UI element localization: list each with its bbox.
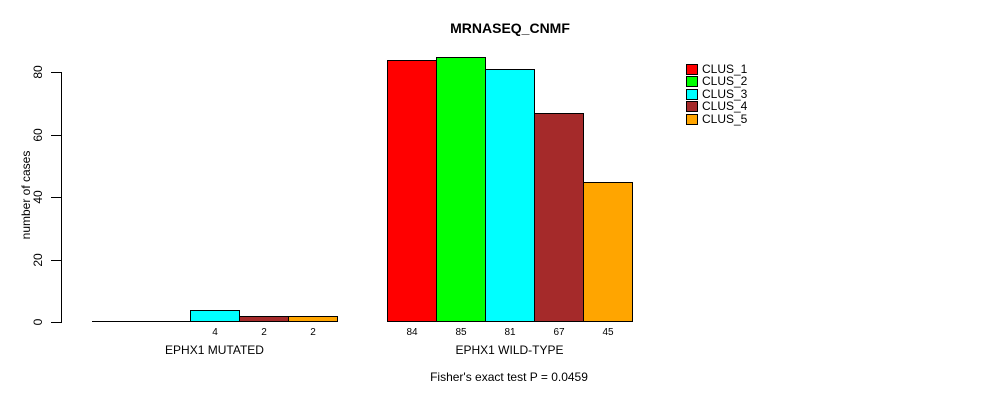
y-tick-mark: [51, 322, 61, 323]
bar-clus-4-ephx1-wild-type: [534, 113, 584, 322]
bar-clus-1-ephx1-mutated: [92, 321, 142, 322]
bar-value-label-clus-4-ephx1-wild-type: 67: [553, 327, 565, 338]
bar-clus-2-ephx1-wild-type: [436, 57, 486, 322]
group-label-ephx1-wild-type: EPHX1 WILD-TYPE: [455, 343, 564, 357]
legend-label-clus_2: CLUS_2: [702, 74, 748, 89]
y-tick-label: 40: [31, 190, 45, 204]
legend-swatch-clus_4: [686, 101, 698, 113]
y-axis-line: [61, 72, 62, 323]
bar-clus-1-ephx1-wild-type: [387, 60, 437, 322]
legend-item-clus_1: CLUS_1: [686, 63, 747, 76]
legend-item-clus_3: CLUS_3: [686, 88, 747, 101]
bar-clus-5-ephx1-wild-type: [583, 182, 633, 322]
legend-swatch-clus_3: [686, 88, 698, 100]
legend: CLUS_1 CLUS_2 CLUS_3 CLUS_4 CLUS_5: [686, 63, 747, 126]
legend-item-clus_5: CLUS_5: [686, 113, 747, 126]
bar-clus-3-ephx1-wild-type: [485, 69, 535, 322]
legend-label-clus_1: CLUS_1: [702, 61, 748, 76]
y-tick-label: 20: [31, 253, 45, 267]
bar-value-label-clus-2-ephx1-wild-type: 85: [455, 327, 467, 338]
bar-clus-3-ephx1-mutated: [190, 310, 240, 322]
legend-swatch-clus_5: [686, 113, 698, 125]
bar-clus-2-ephx1-mutated: [141, 321, 191, 322]
bar-value-label-clus-4-ephx1-mutated: 2: [261, 327, 267, 338]
bar-value-label-clus-5-ephx1-mutated: 2: [310, 327, 316, 338]
bar-value-label-clus-3-ephx1-mutated: 4: [212, 327, 218, 338]
y-tick-mark: [51, 260, 61, 261]
legend-swatch-clus_2: [686, 76, 698, 88]
bar-clus-5-ephx1-mutated: [288, 316, 338, 322]
y-tick-mark: [51, 197, 61, 198]
bar-value-label-clus-1-ephx1-wild-type: 84: [406, 327, 418, 338]
legend-label-clus_4: CLUS_4: [702, 99, 748, 114]
fisher-test-annotation: Fisher's exact test P = 0.0459: [430, 370, 588, 384]
bar-value-label-clus-5-ephx1-wild-type: 45: [602, 327, 614, 338]
legend-swatch-clus_1: [686, 63, 698, 75]
bar-clus-4-ephx1-mutated: [239, 316, 289, 322]
y-tick-mark: [51, 72, 61, 73]
y-tick-label: 0: [31, 318, 45, 326]
group-label-ephx1-mutated: EPHX1 MUTATED: [165, 343, 264, 357]
y-tick-label: 60: [31, 128, 45, 142]
legend-item-clus_4: CLUS_4: [686, 99, 748, 114]
legend-label-clus_3: CLUS_3: [702, 86, 748, 101]
chart-title: MRNASEQ_CNMF: [450, 20, 570, 36]
legend-label-clus_5: CLUS_5: [702, 111, 748, 126]
bar-value-label-clus-3-ephx1-wild-type: 81: [504, 327, 516, 338]
y-tick-mark: [51, 135, 61, 136]
y-tick-label: 80: [31, 65, 45, 79]
legend-item-clus_2: CLUS_2: [686, 74, 748, 89]
